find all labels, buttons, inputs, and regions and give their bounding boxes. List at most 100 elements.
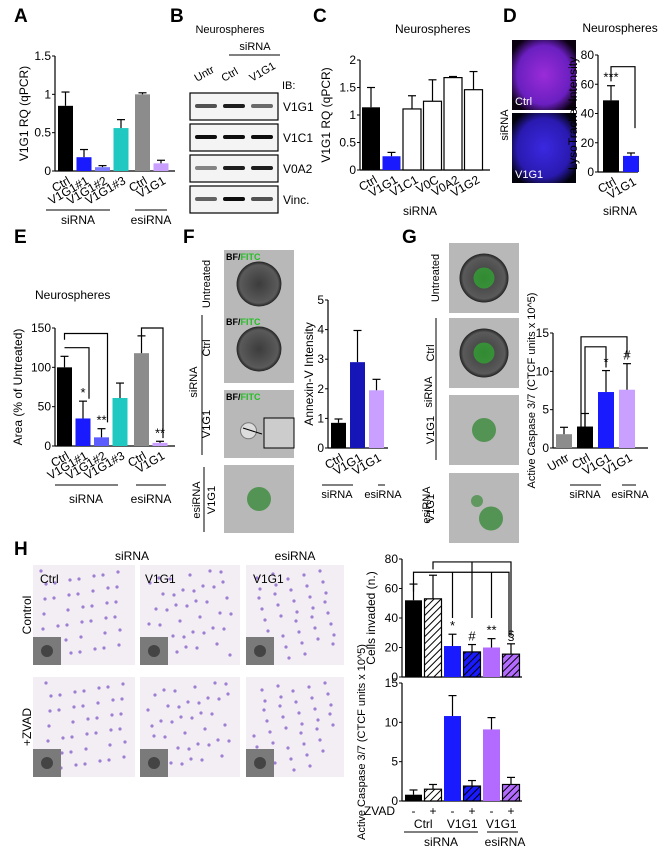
panel-letters: A B C D E F G H: [14, 6, 517, 560]
x-tick-label: V1G1#3: [82, 448, 127, 482]
panel-letter-f: F: [183, 227, 195, 248]
bar: [443, 76, 463, 171]
y-tick-label: 15: [536, 326, 550, 340]
f-row-label: V1G1: [206, 486, 218, 514]
annexin-micrographs: BF/FITC BF/FITC BF/FITC Untreated Ctrl V1G1 V1…: [188, 250, 295, 533]
h-col-label: V1G1: [145, 572, 176, 586]
lane-label-ctrl: Ctrl: [220, 66, 241, 85]
y-tick-label: 3: [317, 352, 324, 366]
y-tick-label: 40: [581, 107, 595, 121]
panel-letter-c: C: [313, 6, 327, 27]
svg-text:+ZVAD: +ZVAD: [20, 708, 34, 746]
y-tick-label: 5: [391, 755, 398, 769]
bar: [623, 155, 639, 172]
g-row-label: Ctrl: [425, 344, 437, 361]
svg-text:esiRNA: esiRNA: [611, 489, 649, 501]
svg-text:BF/FITC: BF/FITC: [226, 392, 261, 402]
micrograph-ctrl-label: Ctrl: [515, 96, 532, 108]
y-tick-label: 40: [385, 611, 399, 625]
y-tick-label: 2: [317, 382, 324, 396]
bar: [94, 437, 109, 446]
svg-text:esiRNA: esiRNA: [364, 489, 402, 501]
bar: [350, 362, 365, 448]
chart-c-xlabel: siRNA: [403, 204, 437, 218]
y-tick-label: 10: [536, 364, 550, 378]
y-tick-label: 0: [44, 439, 51, 453]
significance-mark: #: [468, 629, 476, 644]
bar: [444, 716, 461, 801]
bar: [501, 783, 521, 802]
bar: [76, 157, 92, 171]
panel-letter-d: D: [503, 6, 517, 27]
invasion-micrographs: siRNA esiRNA Ctrl V1G1 V1G1 Control +ZVAD: [20, 549, 344, 777]
svg-text:siRNA: siRNA: [188, 366, 200, 398]
svg-text:siRNA: siRNA: [321, 489, 353, 501]
zvad-sign: +: [429, 804, 436, 818]
y-tick-label: 50: [38, 400, 52, 414]
lane-label-v1g1: V1G1: [248, 60, 278, 84]
f-row-label: Ctrl: [201, 339, 213, 356]
bar: [369, 390, 384, 448]
blot-band-label: V1G1: [283, 100, 314, 114]
svg-text:esiRNA: esiRNA: [421, 486, 433, 524]
g-row-label: V1G1: [425, 416, 437, 444]
svg-text:Control: Control: [20, 596, 34, 635]
bar: [362, 107, 380, 170]
y-axis-label: LysoTracker Intensity: [566, 57, 580, 170]
h-xgroup-label: V1G1: [447, 817, 478, 831]
zvad-sign: +: [468, 804, 475, 818]
ib-label: IB:: [282, 80, 295, 92]
y-tick-label: 10: [385, 715, 399, 729]
y-axis-label: V1G1 RQ (qPCR): [17, 66, 31, 161]
chart-H-bottom: 0 5 10 15 Active Caspase 3/7 (CTCF units x 1…: [356, 644, 522, 840]
y-axis-label: Active Caspase 3/7 (CTCF units x 10^5): [356, 644, 368, 840]
y-tick-label: 0.5: [339, 136, 356, 150]
caspase-micrographs: Untreated Ctrl V1G1 V1G1 siRNA esiRNA: [421, 243, 519, 543]
lane-label-untr: Untr: [193, 64, 217, 85]
svg-text:siRNA: siRNA: [61, 213, 95, 227]
y-tick-label: 15: [385, 676, 399, 690]
chart-A: 00.511.5CtrlV1G1#1V1G1#2V1G1#3CtrlV1G1V1…: [17, 49, 175, 208]
y-tick-label: 60: [581, 77, 595, 91]
blot-band-label: Vinc.: [283, 193, 309, 207]
h-group-esirna: esiRNA: [275, 549, 316, 563]
zvad-sign: -: [451, 804, 455, 818]
bar: [463, 89, 484, 171]
y-tick-label: 0: [587, 165, 594, 179]
zvad-label: ZVAD: [364, 804, 395, 818]
y-tick-label: 4: [317, 323, 324, 337]
svg-text:siRNA: siRNA: [569, 489, 601, 501]
bar: [331, 422, 346, 448]
bar: [423, 598, 443, 678]
y-tick-label: 100: [31, 360, 51, 374]
panel-letter-g: G: [402, 227, 417, 248]
y-tick-label: 0: [391, 794, 398, 808]
bar: [598, 392, 614, 448]
h-xgroup-label: Ctrl: [414, 817, 433, 831]
y-tick-label: 0: [391, 670, 398, 684]
blot-title: Neurospheres: [195, 24, 265, 36]
zvad-sign: +: [507, 804, 514, 818]
bar: [75, 418, 91, 446]
chart-e-title: Neurospheres: [35, 288, 110, 302]
significance-mark: *: [450, 618, 455, 633]
svg-text:esiRNA: esiRNA: [131, 492, 172, 506]
zvad-sign: -: [490, 804, 494, 818]
y-tick-label: 0: [317, 441, 324, 455]
panel-letter-a: A: [14, 6, 28, 27]
bar: [422, 100, 443, 171]
micrograph-v1g1-label: V1G1: [515, 169, 543, 181]
charts-layer: 00.511.5CtrlV1G1#1V1G1#2V1G1#3CtrlV1G1V1…: [11, 21, 658, 849]
bar: [113, 128, 129, 171]
bar: [556, 434, 572, 448]
micrograph-side-label: siRNA: [499, 109, 511, 141]
y-tick-label: 5: [317, 293, 324, 307]
y-tick-label: 1: [317, 411, 324, 425]
bar: [58, 105, 73, 171]
svg-text:esiRNA: esiRNA: [191, 481, 203, 519]
panel-letter-b: B: [170, 6, 184, 27]
bar: [382, 156, 401, 170]
y-axis-label: V1G1 RQ (qPCR): [319, 67, 333, 162]
